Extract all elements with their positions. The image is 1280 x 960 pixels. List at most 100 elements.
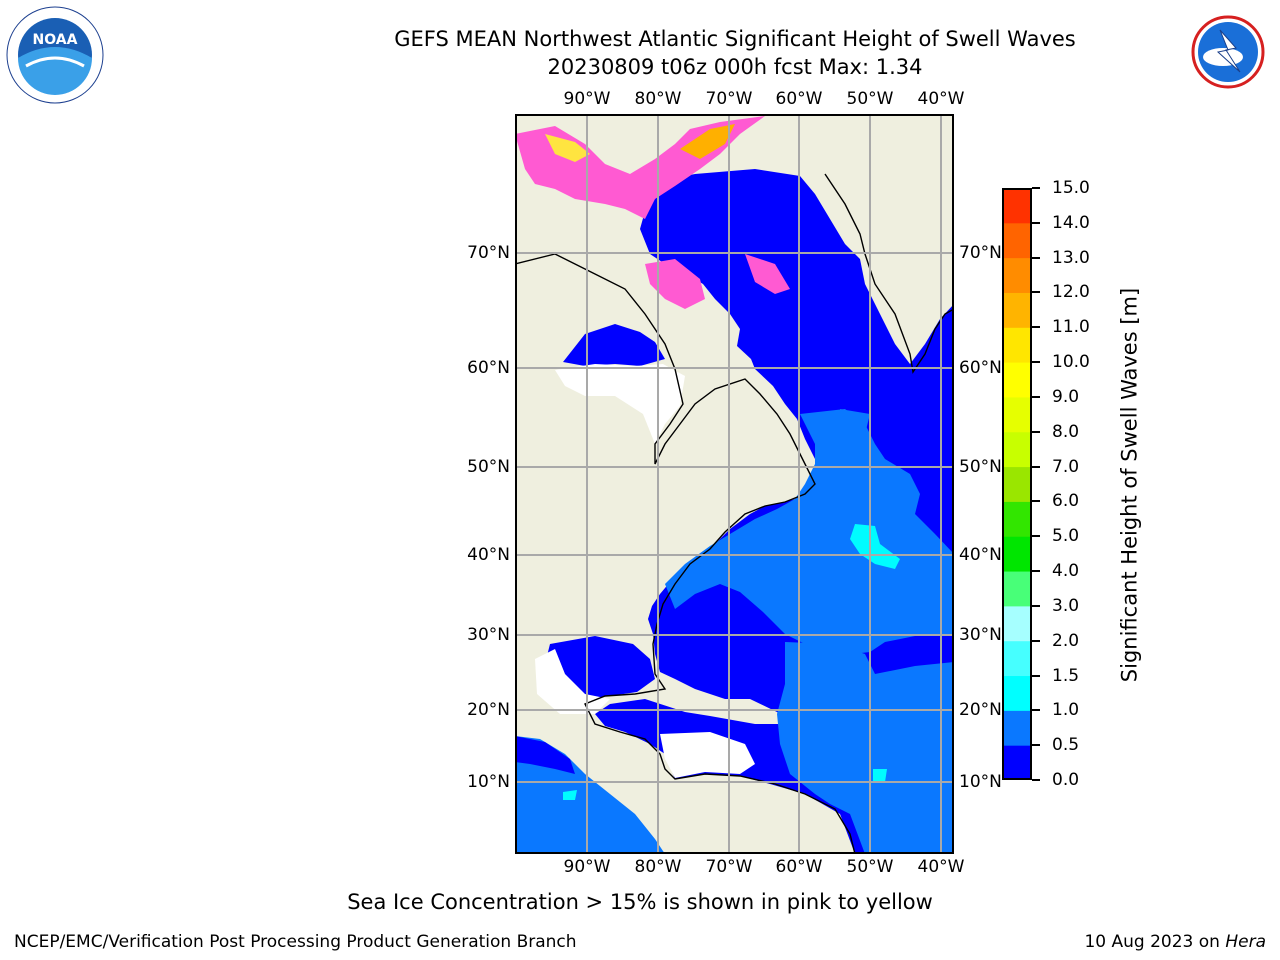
- colorbar-tick-label: 5.0: [1052, 526, 1080, 547]
- swell-height-map[interactable]: [514, 114, 955, 855]
- colorbar-tick: [1032, 744, 1040, 747]
- colorbar-segment: [1002, 536, 1032, 572]
- lat-label: 50°N: [467, 457, 510, 477]
- colorbar-label: Significant Height of Swell Waves [m]: [1117, 287, 1142, 683]
- map-border: [515, 114, 954, 854]
- colorbar-tick: [1032, 604, 1040, 607]
- credit-text: NCEP/EMC/Verification Post Processing Pr…: [14, 932, 577, 952]
- colorbar-tick-label: 4.0: [1052, 561, 1080, 582]
- lat-label: 40°N: [467, 545, 510, 565]
- colorbar: [1002, 188, 1032, 781]
- lat-label: 60°N: [959, 358, 1002, 378]
- colorbar-tick: [1032, 500, 1040, 503]
- lon-label: 80°W: [634, 89, 682, 109]
- svg-text:NOAA: NOAA: [33, 32, 78, 48]
- swell-1-0-area: [850, 524, 900, 569]
- colorbar-tick-label: 15.0: [1052, 178, 1090, 198]
- colorbar-tick: [1032, 187, 1040, 189]
- coastline: [514, 253, 856, 855]
- noaa-logo: NOAA: [6, 6, 104, 104]
- colorbar-tick-label: 0.5: [1052, 735, 1080, 756]
- colorbar-segment: [1002, 257, 1032, 293]
- lat-label: 10°N: [467, 772, 510, 792]
- lon-label: 90°W: [563, 857, 611, 877]
- colorbar-tick-label: 1.0: [1052, 700, 1080, 721]
- colorbar-tick-label: 0.0: [1052, 770, 1080, 790]
- colorbar-tick: [1032, 430, 1040, 433]
- map-subtitle: 20230809 t06z 000h fcst Max: 1.34: [547, 55, 923, 79]
- lat-label: 30°N: [467, 625, 510, 645]
- colorbar-tick-label: 11.0: [1052, 317, 1090, 338]
- lat-label: 70°N: [467, 243, 510, 263]
- lon-label: 60°W: [775, 89, 823, 109]
- colorbar-segment: [1002, 188, 1032, 224]
- lon-label: 60°W: [775, 857, 823, 877]
- lon-label: 50°W: [846, 857, 894, 877]
- colorbar-segment: [1002, 222, 1032, 259]
- nws-logo: [1178, 2, 1278, 102]
- date-text: 10 Aug 2023 on Hera: [1084, 932, 1266, 952]
- colorbar-segment: [1002, 571, 1032, 607]
- colorbar-tick-label: 9.0: [1052, 386, 1080, 407]
- colorbar-tick: [1032, 465, 1040, 468]
- lon-label: 70°W: [705, 857, 753, 877]
- colorbar-tick: [1032, 291, 1040, 294]
- lat-label: 20°N: [959, 700, 1002, 720]
- colorbar-tick: [1032, 326, 1040, 329]
- colorbar-segment: [1002, 675, 1032, 711]
- colorbar-tick-label: 7.0: [1052, 456, 1080, 477]
- colorbar-tick-label: 2.0: [1052, 630, 1080, 651]
- colorbar-segment: [1002, 327, 1032, 363]
- caribbean-nodata: [660, 732, 755, 778]
- colorbar-tick-label: 8.0: [1052, 421, 1080, 442]
- colorbar-tick-label: 14.0: [1052, 212, 1090, 233]
- colorbar-segment: [1002, 362, 1032, 398]
- map-title: GEFS MEAN Northwest Atlantic Significant…: [394, 27, 1076, 51]
- colorbar-segment: [1002, 745, 1032, 781]
- colorbar-tick: [1032, 535, 1040, 538]
- sea-ice-note: Sea Ice Concentration > 15% is shown in …: [347, 890, 933, 914]
- lon-label: 70°W: [705, 89, 753, 109]
- colorbar-tick: [1032, 639, 1040, 642]
- colorbar-tick: [1032, 256, 1040, 259]
- map-gridlines: [515, 114, 954, 854]
- colorbar-segment: [1002, 710, 1032, 746]
- colorbar-tick: [1032, 674, 1040, 677]
- colorbar-segment: [1002, 640, 1032, 677]
- colorbar-segment: [1002, 466, 1032, 502]
- colorbar-tick-label: 12.0: [1052, 282, 1090, 303]
- machine-name: Hera: [1225, 932, 1266, 952]
- swell-0-5-area: [665, 409, 954, 656]
- colorbar-tick: [1032, 395, 1040, 398]
- colorbar-segment: [1002, 501, 1032, 537]
- colorbar-segment: [1002, 605, 1032, 642]
- hudson-bay-ocean: [563, 324, 665, 366]
- colorbar-segment: [1002, 292, 1032, 328]
- colorbar-tick-label: 10.0: [1052, 352, 1090, 373]
- colorbar-tick: [1032, 221, 1040, 224]
- gulf-nodata: [535, 649, 610, 714]
- colorbar-tick-label: 13.0: [1052, 247, 1090, 268]
- colorbar-tick-label: 6.0: [1052, 491, 1080, 512]
- lon-label: 50°W: [846, 89, 894, 109]
- lon-label: 80°W: [634, 857, 682, 877]
- lat-label: 50°N: [959, 457, 1002, 477]
- lat-label: 10°N: [959, 772, 1002, 792]
- lat-label: 70°N: [959, 243, 1002, 263]
- date-value: 10 Aug 2023 on: [1084, 932, 1220, 952]
- lat-label: 60°N: [467, 358, 510, 378]
- lat-label: 20°N: [467, 700, 510, 720]
- colorbar-segment: [1002, 396, 1032, 433]
- lat-label: 40°N: [959, 545, 1002, 565]
- colorbar-segment: [1002, 431, 1032, 468]
- lon-label: 40°W: [917, 89, 965, 109]
- colorbar-tick: [1032, 779, 1040, 781]
- lon-label: 90°W: [563, 89, 611, 109]
- lon-label: 40°W: [917, 857, 965, 877]
- colorbar-tick-label: 1.5: [1052, 665, 1080, 686]
- colorbar-tick: [1032, 709, 1040, 712]
- colorbar-tick-label: 3.0: [1052, 595, 1080, 616]
- lat-label: 30°N: [959, 625, 1002, 645]
- colorbar-tick: [1032, 570, 1040, 573]
- colorbar-tick: [1032, 361, 1040, 364]
